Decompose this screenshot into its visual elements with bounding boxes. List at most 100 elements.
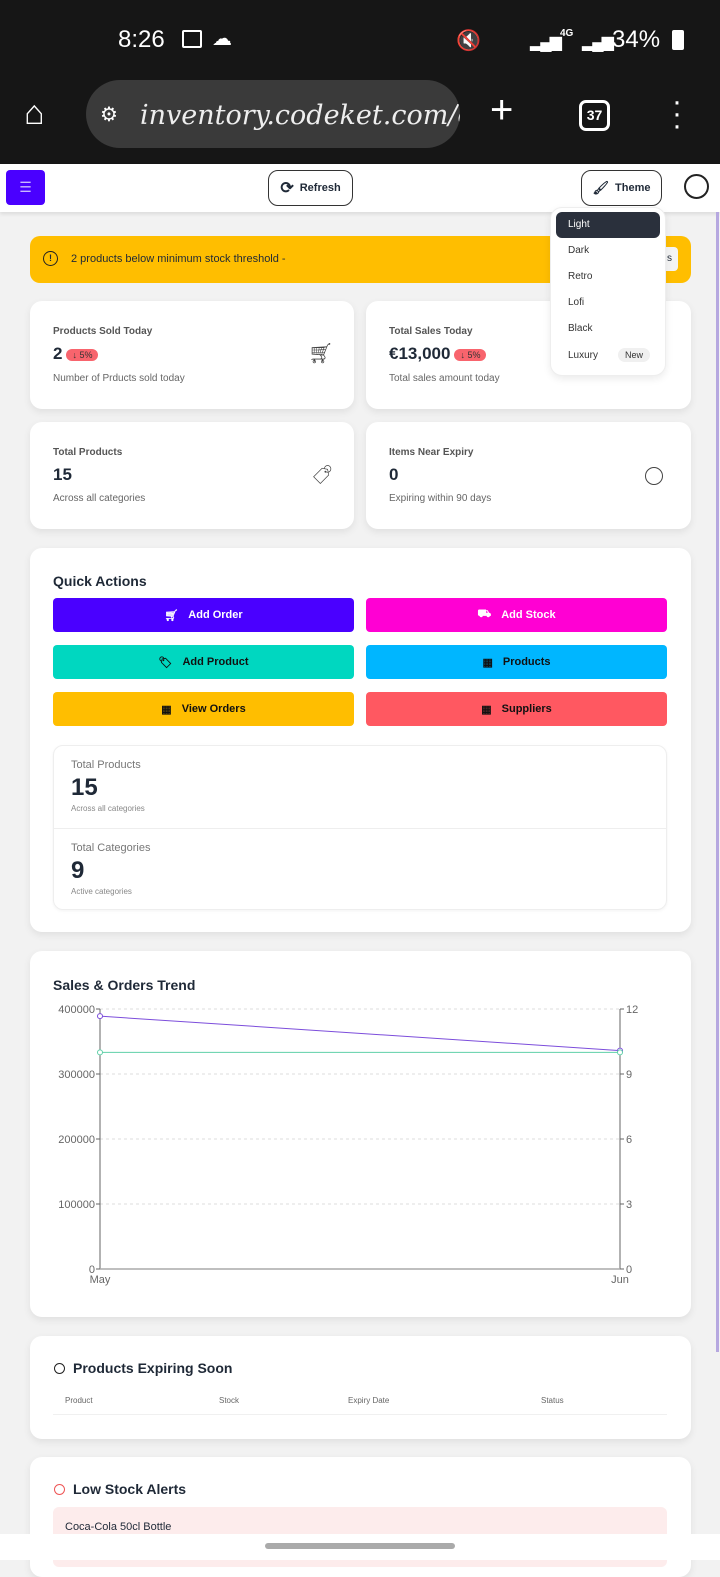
- button-label: Add Order: [188, 609, 243, 621]
- theme-dropdown-menu: Light Dark Retro Lofi Black Luxury New: [550, 207, 666, 376]
- right-tick-label: 12: [626, 1004, 638, 1016]
- theme-option-retro[interactable]: Retro: [568, 271, 593, 282]
- building-icon: ▦: [161, 703, 172, 716]
- refresh-button[interactable]: ⟳ Refresh: [268, 170, 353, 206]
- stat-sub: Across all categories: [53, 493, 146, 504]
- summary-value: 9: [71, 857, 85, 884]
- cart-icon: 🛒︎: [308, 343, 334, 365]
- theme-label: Theme: [615, 182, 651, 194]
- column-header-stock: Stock: [219, 1396, 240, 1405]
- expiring-products-card: Products Expiring Soon: [30, 1336, 691, 1439]
- nav-bar: [0, 1534, 720, 1560]
- products-button[interactable]: ▦ Products: [366, 645, 667, 679]
- theme-option-luxury[interactable]: Luxury New: [556, 342, 660, 368]
- gallery-icon: [182, 30, 202, 48]
- stat-card-total-products: Total Products 15 Across all categories …: [30, 422, 354, 529]
- line-chart: 0 0 100000 3 200000 6 300000 9 400000 12 May Jun: [58, 1004, 638, 1286]
- theme-option-black[interactable]: Black: [568, 323, 593, 334]
- add-stock-button[interactable]: ⛟ Add Stock: [366, 598, 667, 632]
- stat-value: 15: [53, 465, 72, 484]
- tab-switcher[interactable]: 37: [579, 100, 610, 131]
- scrollbar[interactable]: [716, 212, 719, 1352]
- right-tick-label: 6: [626, 1134, 632, 1146]
- stat-label: Products Sold Today: [53, 326, 153, 337]
- left-tick-label: 400000: [58, 1004, 95, 1016]
- summary-sub: Across all categories: [71, 804, 145, 813]
- home-icon[interactable]: ⌂: [24, 94, 45, 132]
- section-title: Products Expiring Soon: [73, 1360, 233, 1376]
- new-badge: New: [618, 348, 651, 362]
- suppliers-button[interactable]: ▦ Suppliers: [366, 692, 667, 726]
- cart-icon: 🛒︎: [164, 609, 179, 622]
- add-order-button[interactable]: 🛒︎ Add Order: [53, 598, 354, 632]
- column-header-status: Status: [541, 1396, 564, 1405]
- theme-option-lofi[interactable]: Lofi: [568, 297, 585, 308]
- stat-sub: Expiring within 90 days: [389, 493, 492, 504]
- paintbrush-icon: 🖌: [592, 180, 610, 195]
- stat-label: Items Near Expiry: [389, 447, 474, 458]
- building-icon: ▦: [481, 703, 492, 716]
- chart-title: Sales & Orders Trend: [53, 977, 196, 993]
- app-header: ☰ ⟳ Refresh 🖌 Theme: [0, 164, 720, 212]
- menu-icon[interactable]: · · ·: [672, 85, 682, 142]
- summary-label: Total Categories: [71, 842, 151, 854]
- theme-option-light[interactable]: Light: [556, 212, 660, 238]
- stat-card-total-sales: Total Sales Today €13,000 ↓ 5% Total sale…: [366, 301, 691, 409]
- right-tick-label: 9: [626, 1069, 632, 1081]
- network-type: 4G: [560, 28, 574, 39]
- stat-label: Total Products: [53, 447, 123, 458]
- add-product-button[interactable]: 🏷︎ Add Product: [53, 645, 354, 679]
- change-badge: ↓ 5%: [454, 348, 487, 361]
- alert-icon: [54, 1484, 65, 1495]
- summary-sub: Active categories: [71, 887, 132, 896]
- button-label: View Orders: [181, 703, 246, 715]
- alert-text: 2 products below minimum stock threshold…: [71, 253, 286, 265]
- clock-icon: [645, 467, 663, 485]
- data-point-orders: [97, 1049, 103, 1056]
- mute-icon: 🔇: [456, 30, 481, 52]
- home-gesture-handle[interactable]: [265, 1543, 455, 1549]
- stat-value: €13,000: [389, 344, 451, 363]
- stat-card-near-expiry: Items Near Expiry 0 Expiring within 90 d…: [366, 422, 691, 529]
- stat-value: 2: [53, 344, 63, 363]
- theme-button[interactable]: 🖌 Theme: [581, 170, 662, 206]
- sidebar-toggle-button[interactable]: ☰: [6, 170, 45, 205]
- left-tick-label: 0: [89, 1264, 95, 1276]
- column-header-product: Product: [65, 1396, 93, 1405]
- cloud-icon: ☁: [212, 28, 232, 50]
- site-settings-icon[interactable]: ⚙: [100, 102, 118, 126]
- left-tick-label: 100000: [58, 1199, 95, 1211]
- battery-level: 34%: [612, 26, 661, 53]
- summary-value: 15: [71, 774, 98, 801]
- alert-icon: !: [43, 251, 58, 266]
- building-icon: ▦: [482, 656, 493, 669]
- right-tick-label: 0: [626, 1264, 632, 1276]
- signal-icon-2: ▂▄▆: [582, 34, 614, 51]
- product-name: Coca-Cola 50cl Bottle: [65, 1521, 172, 1533]
- stat-label: Total Sales Today: [389, 326, 473, 337]
- theme-option-dark[interactable]: Dark: [568, 245, 590, 256]
- series-line-sales: [99, 1015, 621, 1052]
- button-label: Add Product: [182, 656, 249, 668]
- data-point-sales: [97, 1013, 103, 1020]
- refresh-icon: ⟳: [280, 180, 294, 197]
- button-label: Suppliers: [501, 703, 552, 715]
- quick-actions-card: Quick Actions 🛒︎ Add Order ⛟ Add Stock 🏷︎ A…: [30, 548, 691, 932]
- left-tick-label: 300000: [58, 1069, 95, 1081]
- column-header-expiry: Expiry Date: [348, 1396, 390, 1405]
- button-label: Add Stock: [501, 609, 556, 621]
- button-label: Products: [502, 656, 551, 668]
- status-bar: 8:26 ☁ 🔇 ▂▄▆ 4G ▂▄▆ 34%: [0, 0, 720, 80]
- clock: 8:26: [118, 26, 165, 53]
- option-label: Luxury: [568, 350, 599, 361]
- left-tick-label: 200000: [58, 1134, 95, 1146]
- sales-orders-chart-card: Sales & Orders Trend 0 0 100000 3 200000 6 300…: [30, 951, 691, 1317]
- stat-card-products-sold: Products Sold Today 2 ↓ 5% Number of Prdu…: [30, 301, 354, 409]
- battery-icon: [672, 30, 684, 50]
- view-orders-button[interactable]: ▦ View Orders: [53, 692, 354, 726]
- data-point-orders: [617, 1049, 623, 1056]
- user-avatar-icon[interactable]: [684, 174, 709, 199]
- url-bar[interactable]: ⚙ inventory.codeket.com/c: [86, 80, 460, 148]
- change-badge: ↓ 5%: [66, 348, 99, 361]
- new-tab-icon[interactable]: +: [490, 88, 514, 132]
